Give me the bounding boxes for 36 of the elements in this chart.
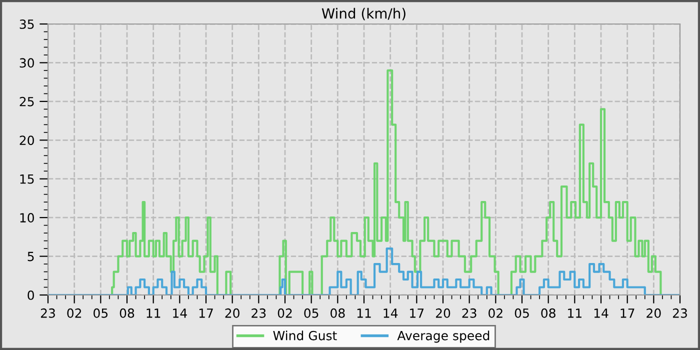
x-tick-label: 17 [620,308,634,318]
legend-label: Average speed [397,330,490,343]
x-tick-label: 08 [120,308,134,318]
x-tick-label: 14 [173,308,187,318]
x-tick-label: 17 [199,308,213,318]
x-tick-label: 02 [67,308,82,318]
x-tick-label: 08 [541,308,556,318]
x-tick-label: 20 [436,308,450,318]
y-tick-label: 5 [28,252,34,262]
x-tick-label: 20 [646,308,661,318]
x-tick-label: 14 [594,308,608,318]
x-tick-label: 20 [225,308,240,318]
x-tick-label: 11 [146,308,160,318]
y-tick-label: 15 [20,174,34,184]
x-tick-label: 05 [94,308,108,318]
x-tick-label: 05 [514,308,529,318]
x-tick-label: 14 [384,308,398,318]
x-tick-label: 23 [672,308,687,318]
x-tick-label: 23 [462,308,476,318]
x-tick-label: 11 [357,308,371,318]
x-tick-label: 23 [40,308,55,318]
y-tick-label: 10 [20,213,34,222]
x-tick-label: 11 [568,308,582,318]
y-tick-label: 35 [20,19,34,29]
y-tick-label: 25 [20,96,34,106]
x-tick-label: 02 [488,308,502,318]
x-tick-label: 05 [304,308,318,318]
y-tick-label: 20 [20,136,34,146]
x-tick-label: 08 [330,308,345,318]
y-tick-label: 0 [28,290,34,300]
y-tick-label: 30 [20,58,34,68]
x-tick-label: 17 [410,308,424,318]
chart-title: Wind (km/h) [322,8,406,20]
x-tick-label: 02 [278,308,292,318]
legend-label: Wind Gust [273,330,337,340]
x-tick-label: 23 [252,308,266,318]
